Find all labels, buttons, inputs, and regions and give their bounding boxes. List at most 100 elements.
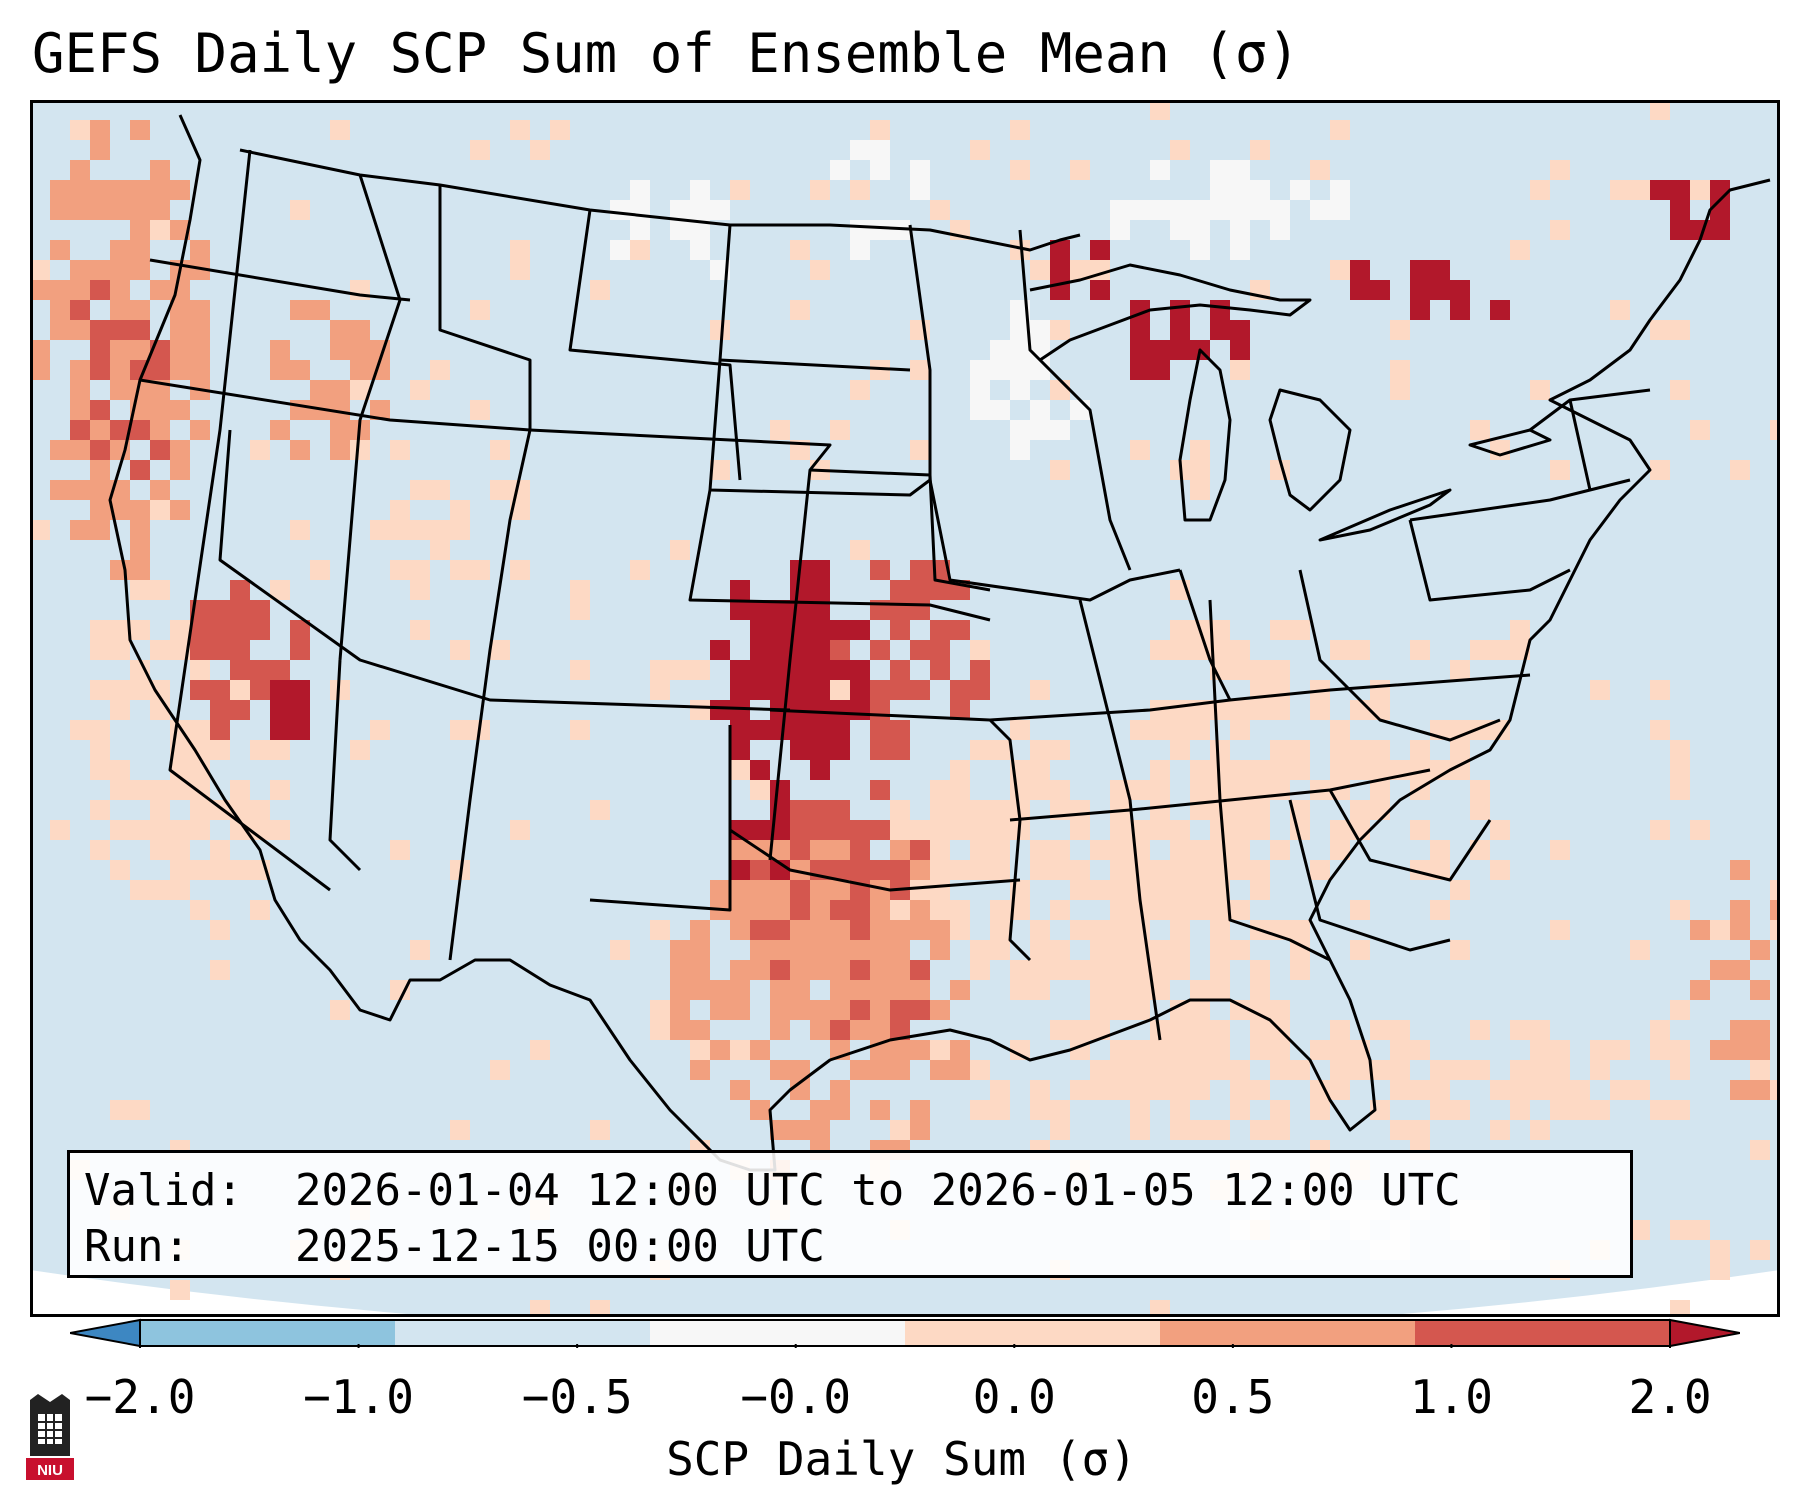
field-cell	[1050, 240, 1070, 260]
field-cell	[1210, 160, 1230, 180]
field-cell	[1370, 780, 1390, 800]
field-cell	[1110, 960, 1130, 980]
field-cell	[210, 860, 230, 880]
field-cell	[1190, 980, 1210, 1000]
field-cell	[110, 820, 130, 840]
field-cell	[1070, 1020, 1090, 1040]
field-cell	[1550, 660, 1570, 680]
field-cell	[1490, 1020, 1510, 1040]
field-cell	[1550, 880, 1570, 900]
field-cell	[1330, 740, 1350, 760]
field-cell	[1090, 1080, 1110, 1100]
field-cell	[790, 840, 810, 860]
field-cell	[850, 660, 870, 680]
field-cell	[830, 1020, 850, 1040]
field-cell	[1370, 680, 1390, 700]
field-cell	[1650, 1100, 1670, 1120]
field-cell	[1070, 920, 1090, 940]
field-cell	[350, 340, 370, 360]
field-cell	[1550, 800, 1570, 820]
field-cell	[1610, 520, 1630, 540]
field-cell	[1150, 760, 1170, 780]
field-cell	[970, 940, 990, 960]
field-cell	[1330, 1040, 1350, 1060]
field-cell	[1610, 640, 1630, 660]
field-cell	[1050, 860, 1070, 880]
field-cell	[830, 900, 850, 920]
field-cell	[870, 960, 890, 980]
field-cell	[790, 1060, 810, 1080]
field-cell	[1170, 620, 1190, 640]
field-cell	[870, 880, 890, 900]
field-cell	[1490, 860, 1510, 880]
field-cell	[130, 240, 150, 260]
field-cell	[650, 1020, 670, 1040]
field-cell	[190, 320, 210, 340]
field-cell	[330, 420, 350, 440]
field-cell	[1550, 840, 1570, 860]
field-cell	[190, 300, 210, 320]
field-cell	[870, 560, 890, 580]
field-cell	[670, 940, 690, 960]
field-cell	[990, 920, 1010, 940]
field-cell	[970, 360, 990, 380]
field-cell	[130, 220, 150, 240]
field-cell	[190, 720, 210, 740]
field-cell	[1490, 900, 1510, 920]
field-cell	[530, 1300, 550, 1317]
field-cell	[1630, 1080, 1650, 1100]
field-cell	[1230, 340, 1250, 360]
field-cell	[1090, 880, 1110, 900]
field-cell	[1230, 160, 1250, 180]
field-cell	[1450, 960, 1470, 980]
field-cell	[910, 440, 930, 460]
field-cell	[710, 1000, 730, 1020]
field-cell	[1210, 820, 1230, 840]
field-cell	[1370, 700, 1390, 720]
field-cell	[1710, 620, 1730, 640]
field-cell	[210, 960, 230, 980]
field-cell	[750, 940, 770, 960]
field-cell	[930, 820, 950, 840]
field-cell	[870, 860, 890, 880]
field-cell	[1610, 900, 1630, 920]
field-cell	[730, 860, 750, 880]
field-cell	[70, 480, 90, 500]
field-cell	[750, 620, 770, 640]
field-cell	[890, 800, 910, 820]
field-cell	[930, 1060, 950, 1080]
field-cell	[1010, 980, 1030, 1000]
field-cell	[690, 940, 710, 960]
field-cell	[110, 780, 130, 800]
field-cell	[1650, 720, 1670, 740]
field-cell	[1170, 700, 1190, 720]
field-cell	[970, 800, 990, 820]
field-cell	[170, 340, 190, 360]
field-cell	[830, 420, 850, 440]
field-cell	[570, 660, 590, 680]
field-cell	[1030, 360, 1050, 380]
field-cell	[1730, 900, 1750, 920]
field-cell	[910, 860, 930, 880]
field-cell	[750, 660, 770, 680]
field-cell	[1630, 720, 1650, 740]
field-cell	[110, 380, 130, 400]
field-cell	[1690, 620, 1710, 640]
field-cell	[1450, 1020, 1470, 1040]
field-cell	[1150, 820, 1170, 840]
field-cell	[890, 740, 910, 760]
field-cell	[1170, 300, 1190, 320]
field-cell	[1750, 940, 1770, 960]
field-cell	[650, 1000, 670, 1020]
field-cell	[1230, 200, 1250, 220]
field-cell	[1090, 280, 1110, 300]
field-cell	[710, 880, 730, 900]
field-cell	[830, 640, 850, 660]
field-cell	[1310, 1040, 1330, 1060]
field-cell	[170, 780, 190, 800]
field-cell	[250, 660, 270, 680]
map-panel	[30, 100, 1780, 1317]
field-cell	[990, 740, 1010, 760]
field-cell	[710, 640, 730, 660]
field-cell	[170, 640, 190, 660]
